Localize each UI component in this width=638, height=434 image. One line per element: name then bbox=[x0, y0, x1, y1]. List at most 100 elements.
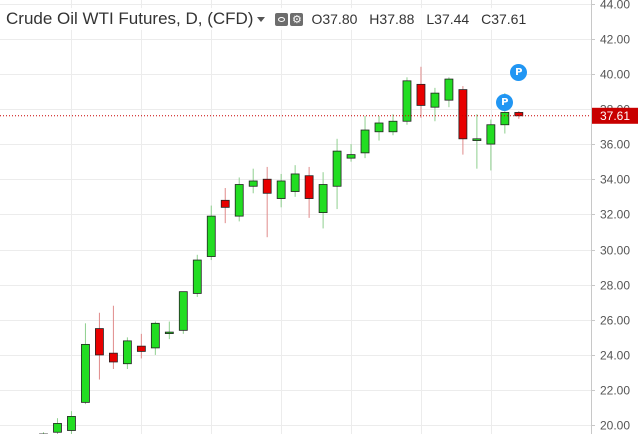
close-label: C bbox=[481, 11, 492, 27]
y-tick-label: 32.00 bbox=[600, 208, 630, 222]
candle-body bbox=[318, 184, 328, 214]
candle-body bbox=[95, 328, 104, 356]
candle-series bbox=[39, 66, 524, 434]
candle bbox=[374, 115, 384, 141]
candle-body bbox=[458, 89, 468, 140]
candle-body bbox=[234, 184, 244, 217]
candle bbox=[472, 114, 482, 169]
y-tick-label: 22.00 bbox=[600, 384, 630, 398]
candle bbox=[388, 114, 398, 136]
trade-marker-p[interactable]: P bbox=[510, 64, 528, 82]
candle bbox=[346, 144, 356, 162]
candle-body bbox=[374, 122, 384, 133]
symbol-title: Crude Oil WTI Futures, D, (CFD) bbox=[6, 9, 254, 28]
candle-body bbox=[150, 322, 160, 349]
ohlc-readout: O37.80 H37.88 L37.44 C37.61 bbox=[309, 11, 526, 27]
gear-icon[interactable]: ⚙ bbox=[290, 12, 304, 26]
candle bbox=[514, 111, 524, 119]
candle-body bbox=[486, 124, 496, 145]
candle-body bbox=[248, 180, 258, 187]
candle bbox=[39, 432, 48, 434]
y-tick-label: 42.00 bbox=[600, 33, 630, 47]
price-axis[interactable]: 20.00 22.00 24.00 26.00 28.00 30.00 32.00 34.00… bbox=[591, 0, 630, 434]
candle bbox=[192, 254, 202, 297]
last-price-badge bbox=[592, 107, 638, 124]
candle-body bbox=[220, 199, 230, 208]
candle-body bbox=[276, 180, 286, 199]
candle bbox=[402, 77, 412, 125]
candle bbox=[164, 321, 174, 340]
candle bbox=[430, 87, 440, 122]
open-label: O bbox=[311, 11, 323, 27]
candle bbox=[444, 77, 454, 108]
candle-body bbox=[332, 150, 342, 187]
chevron-down-icon[interactable] bbox=[257, 16, 266, 22]
candle-body bbox=[53, 423, 62, 433]
candle-body bbox=[262, 178, 272, 194]
last-price-label: 37.61 bbox=[600, 109, 630, 123]
candle-body bbox=[304, 175, 314, 199]
last-price-indicator: 37.61 bbox=[0, 107, 638, 124]
candle-body bbox=[136, 345, 146, 352]
candle bbox=[486, 119, 496, 171]
candle-body bbox=[430, 92, 440, 108]
candle-body bbox=[402, 80, 412, 122]
candle bbox=[150, 321, 160, 355]
candle-body bbox=[206, 215, 216, 257]
candle bbox=[276, 173, 286, 208]
eye-icon[interactable] bbox=[275, 12, 289, 26]
candle bbox=[122, 337, 132, 369]
candle bbox=[416, 66, 426, 118]
candle-body bbox=[500, 112, 510, 126]
y-tick-label: 34.00 bbox=[600, 173, 630, 187]
high-label: H bbox=[369, 11, 380, 27]
y-tick-label: 24.00 bbox=[600, 349, 630, 363]
candle-body bbox=[444, 78, 454, 101]
candle-body bbox=[109, 352, 118, 363]
candle bbox=[53, 418, 62, 434]
candle bbox=[220, 188, 230, 224]
low-label: L bbox=[426, 11, 435, 27]
candle-body bbox=[290, 173, 300, 192]
candle bbox=[360, 115, 370, 159]
y-tick-label: 44.00 bbox=[600, 0, 630, 12]
candle bbox=[136, 333, 146, 359]
close-value: 37.61 bbox=[491, 11, 527, 27]
candle-body bbox=[164, 331, 174, 334]
y-tick-label: 36.00 bbox=[600, 138, 630, 152]
trade-marker-p[interactable]: P bbox=[496, 94, 514, 112]
candle bbox=[332, 138, 342, 210]
candle bbox=[178, 291, 188, 334]
candle-body bbox=[122, 340, 132, 365]
y-tick-label: 26.00 bbox=[600, 314, 630, 328]
candle-body bbox=[416, 83, 426, 106]
y-tick-label: 28.00 bbox=[600, 279, 630, 293]
y-tick-label: 30.00 bbox=[600, 244, 630, 258]
low-value: 37.44 bbox=[434, 11, 470, 27]
candle bbox=[262, 166, 272, 238]
candle bbox=[304, 166, 314, 218]
candle bbox=[290, 165, 300, 197]
candle bbox=[109, 305, 118, 369]
y-tick-label: 20.00 bbox=[600, 419, 630, 433]
open-value: 37.80 bbox=[322, 11, 358, 27]
chart-legend-header: Crude Oil WTI Futures, D, (CFD) ⚙ O37.80… bbox=[6, 8, 527, 30]
candle bbox=[67, 411, 76, 434]
candle-body bbox=[472, 138, 482, 141]
candle bbox=[81, 323, 90, 405]
candle bbox=[458, 86, 468, 155]
candle-body bbox=[514, 112, 524, 117]
candle-body bbox=[192, 259, 202, 294]
candle-body bbox=[178, 291, 188, 331]
candle bbox=[206, 205, 216, 261]
candle bbox=[318, 172, 328, 229]
candle-body bbox=[388, 120, 398, 133]
y-tick-label: 40.00 bbox=[600, 68, 630, 82]
candle-body bbox=[81, 343, 90, 403]
chart-grid bbox=[0, 0, 591, 434]
candle-body bbox=[346, 154, 356, 159]
candle-body bbox=[360, 129, 370, 154]
candle bbox=[248, 168, 258, 194]
candle bbox=[234, 177, 244, 222]
